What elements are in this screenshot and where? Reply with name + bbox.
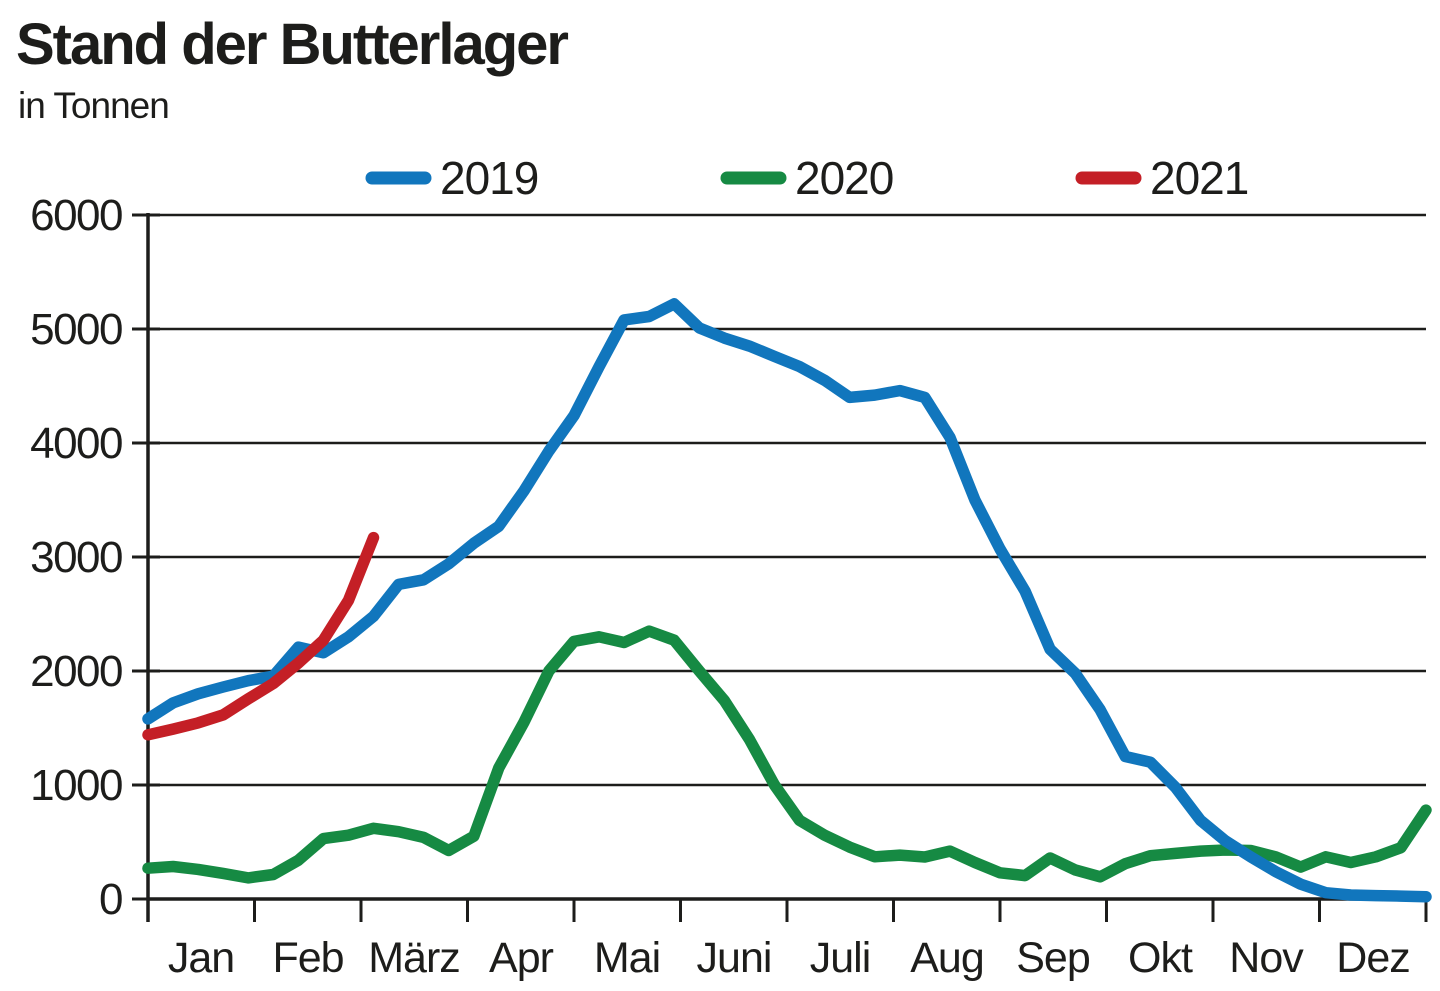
x-label-okt: Okt [1128,934,1193,982]
legend-label-2021: 2021 [1150,152,1248,204]
y-label-4000: 4000 [30,419,122,468]
legend-item-2021: 2021 [1075,152,1249,204]
legend-item-2019: 2019 [365,152,539,204]
x-label-dez: Dez [1336,934,1409,982]
x-axis-labels: Jan Feb März Apr Mai Juni Juli Aug Sep O… [168,934,1411,982]
y-label-2000: 2000 [30,647,122,696]
x-label-sep: Sep [1016,934,1090,982]
y-axis-ticks [132,213,160,901]
legend-label-2019: 2019 [440,152,538,204]
x-label-aug: Aug [910,934,984,982]
y-label-6000: 6000 [30,191,122,240]
line-series-2021 [142,531,380,741]
x-label-mai: Mai [594,934,660,982]
y-label-0: 0 [99,875,122,924]
x-label-juni: Juni [697,934,772,982]
y-label-5000: 5000 [30,305,122,354]
gridlines [148,213,1426,787]
page-title: Stand der Butterlager [16,12,568,77]
x-label-apr: Apr [489,934,554,982]
line-series-2020 [142,625,1432,884]
x-label-juli: Juli [810,934,871,982]
y-label-1000: 1000 [30,761,122,810]
chart-legend: 2019 2020 2021 [365,152,1249,204]
x-label-jan: Jan [168,934,234,982]
x-label-maerz: März [368,934,460,982]
line-series-2019 [142,298,1432,903]
y-axis-labels: 6000 5000 4000 3000 2000 1000 0 [30,191,123,924]
chart-unit-label: in Tonnen [18,85,169,126]
legend-label-2020: 2020 [795,152,893,204]
legend-item-2020: 2020 [720,152,894,204]
x-label-nov: Nov [1229,934,1304,982]
x-label-feb: Feb [272,934,343,982]
x-axis-ticks [146,899,1428,922]
y-label-3000: 3000 [30,533,122,582]
